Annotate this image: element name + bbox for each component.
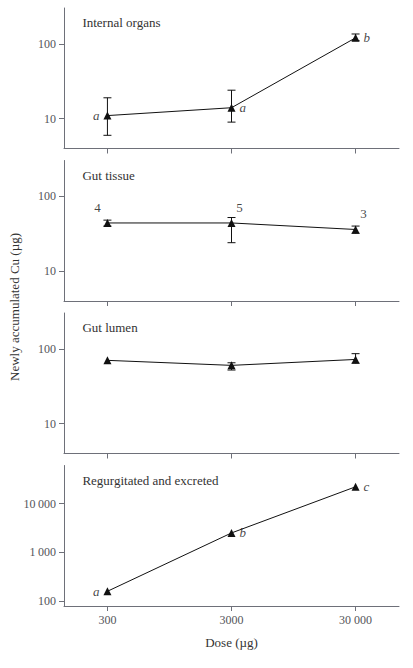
svg-text:1 000: 1 000 [30, 545, 56, 559]
svg-text:Dose (µg): Dose (µg) [205, 635, 258, 650]
svg-text:a: a [93, 584, 100, 599]
svg-text:300: 300 [98, 613, 116, 627]
svg-text:30 000: 30 000 [339, 613, 372, 627]
svg-text:Regurgitated and excreted: Regurgitated and excreted [82, 473, 219, 488]
svg-text:5: 5 [236, 200, 243, 215]
svg-text:10: 10 [44, 417, 56, 431]
svg-text:100: 100 [38, 342, 56, 356]
svg-text:100: 100 [38, 37, 56, 51]
svg-text:4: 4 [94, 200, 101, 215]
svg-text:a: a [93, 108, 100, 123]
svg-text:Newly accumulated Cu (µg): Newly accumulated Cu (µg) [7, 233, 22, 381]
svg-text:Internal organs: Internal organs [82, 15, 160, 30]
svg-text:10 000: 10 000 [24, 497, 56, 511]
svg-text:Gut lumen: Gut lumen [82, 320, 138, 335]
svg-text:10: 10 [44, 112, 56, 126]
svg-text:10: 10 [44, 264, 56, 278]
svg-text:100: 100 [38, 594, 56, 608]
svg-text:c: c [364, 479, 370, 494]
svg-text:3: 3 [360, 206, 367, 221]
svg-text:Gut tissue: Gut tissue [82, 168, 135, 183]
svg-text:b: b [240, 525, 247, 540]
svg-text:a: a [240, 100, 247, 115]
svg-text:3000: 3000 [220, 613, 244, 627]
svg-text:b: b [364, 30, 371, 45]
svg-text:100: 100 [38, 189, 56, 203]
